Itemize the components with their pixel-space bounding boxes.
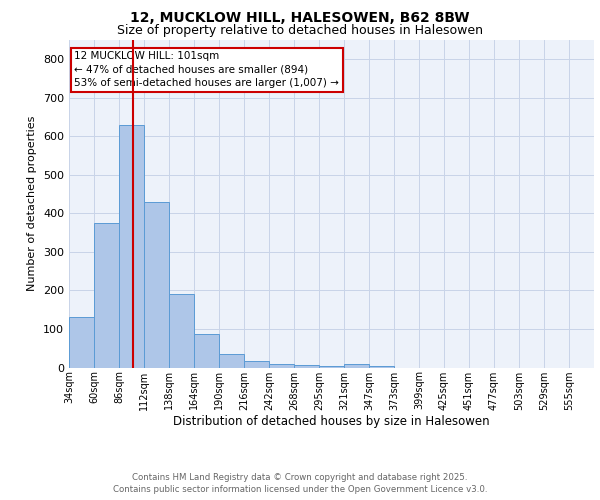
Text: 12, MUCKLOW HILL, HALESOWEN, B62 8BW: 12, MUCKLOW HILL, HALESOWEN, B62 8BW [130, 11, 470, 25]
Bar [269, 364, 294, 368]
Bar [219, 354, 244, 368]
Text: Size of property relative to detached houses in Halesowen: Size of property relative to detached ho… [117, 24, 483, 37]
X-axis label: Distribution of detached houses by size in Halesowen: Distribution of detached houses by size … [173, 416, 490, 428]
Bar [69, 318, 94, 368]
Bar [319, 366, 344, 368]
Bar [369, 366, 394, 368]
Text: Contains HM Land Registry data © Crown copyright and database right 2025.: Contains HM Land Registry data © Crown c… [132, 472, 468, 482]
Y-axis label: Number of detached properties: Number of detached properties [28, 116, 37, 292]
Bar [119, 125, 144, 368]
Bar [94, 223, 119, 368]
Bar [344, 364, 369, 368]
Text: Contains public sector information licensed under the Open Government Licence v3: Contains public sector information licen… [113, 485, 487, 494]
Bar [244, 361, 269, 368]
Bar [169, 294, 194, 368]
Bar [294, 365, 319, 368]
Text: 12 MUCKLOW HILL: 101sqm
← 47% of detached houses are smaller (894)
53% of semi-d: 12 MUCKLOW HILL: 101sqm ← 47% of detache… [74, 52, 339, 88]
Bar [194, 334, 219, 368]
Bar [144, 202, 169, 368]
